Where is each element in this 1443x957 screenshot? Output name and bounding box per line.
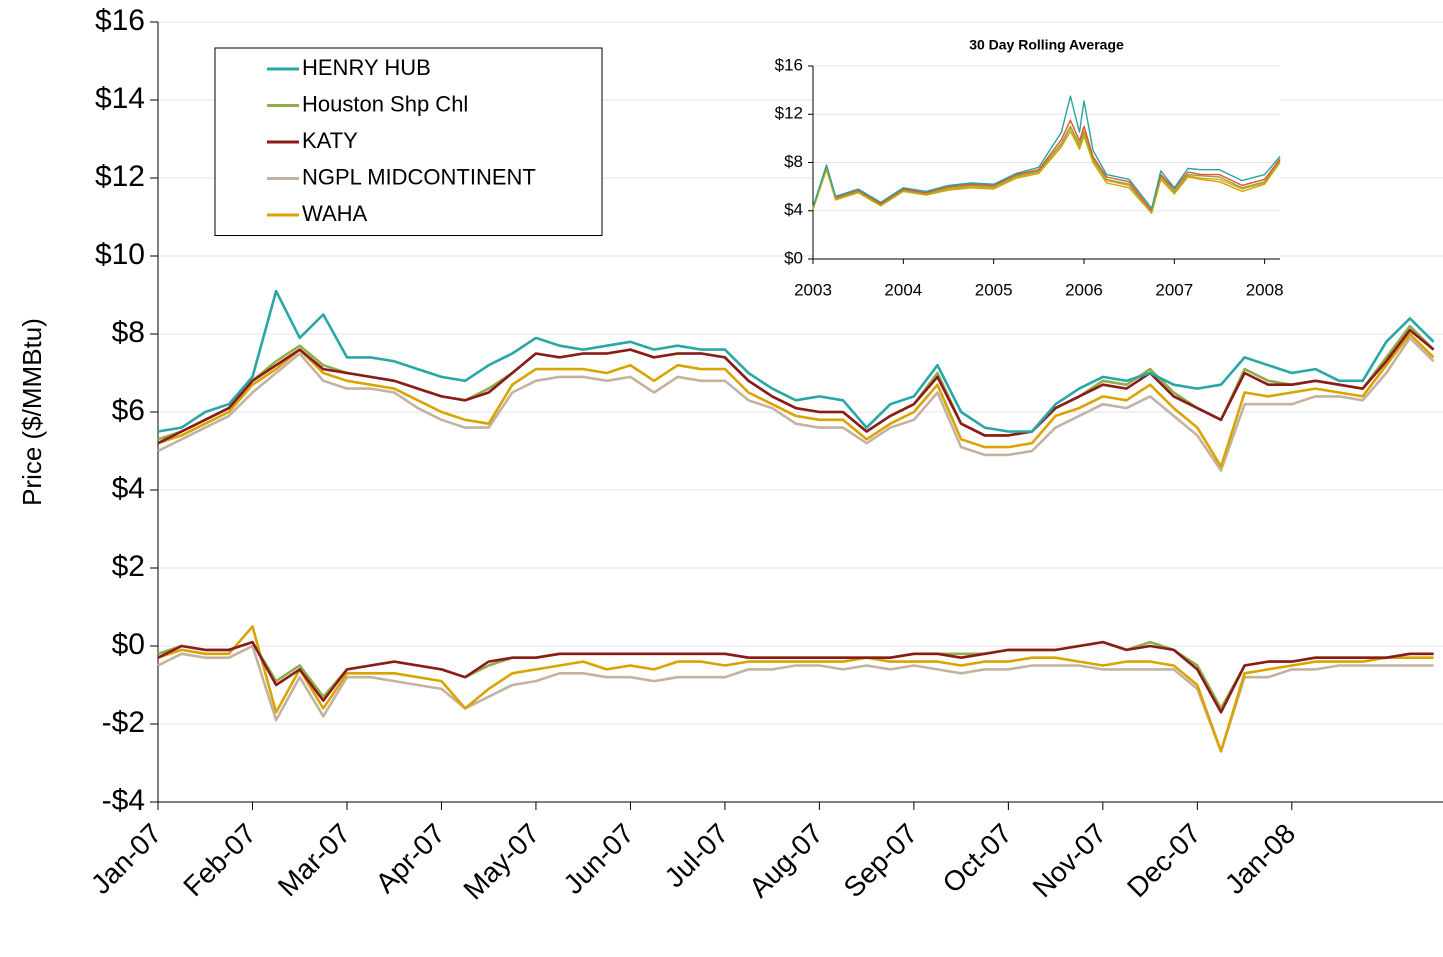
y-tick-label: $6: [112, 394, 145, 427]
series-line: [812, 130, 1281, 214]
series-line: [157, 289, 1435, 433]
y-axis-label: Price ($/MMBtu): [17, 318, 47, 506]
y-tick-label: $2: [112, 550, 145, 583]
y-tick-label: -$2: [102, 706, 145, 739]
series-line: [157, 640, 1434, 714]
y-tick-label: -$4: [102, 784, 145, 817]
x-tick-label: Apr-07: [370, 818, 451, 899]
series-line: [157, 332, 1435, 468]
series-line: [812, 95, 1281, 209]
chart-title: 30 Day Rolling Average: [969, 37, 1124, 53]
x-tick-label: Jan-07: [85, 818, 167, 900]
series-line: [812, 125, 1281, 213]
x-tick-label: 2006: [1065, 280, 1103, 299]
legend-label: WAHA: [302, 201, 368, 226]
x-tick-label: Aug-07: [743, 818, 829, 904]
x-tick-label: Mar-07: [272, 818, 357, 903]
y-tick-label: $0: [784, 248, 803, 267]
y-tick-label: $8: [112, 316, 145, 349]
x-tick-label: Jan-08: [1219, 818, 1301, 900]
x-tick-label: Oct-07: [936, 818, 1017, 899]
series-line: [812, 119, 1281, 212]
x-tick-label: 2005: [975, 280, 1013, 299]
legend-label: NGPL MIDCONTINENT: [302, 164, 536, 189]
series-line: [157, 625, 1434, 753]
x-tick-label: Sep-07: [838, 818, 924, 904]
y-tick-label: $14: [95, 82, 145, 115]
series-line: [157, 336, 1435, 472]
y-tick-label: $4: [112, 472, 145, 505]
x-tick-label: 2004: [884, 280, 922, 299]
y-tick-label: $4: [784, 200, 803, 219]
x-tick-label: Dec-07: [1121, 818, 1207, 904]
x-tick-label: Nov-07: [1027, 818, 1113, 904]
x-tick-label: 2007: [1155, 280, 1193, 299]
y-tick-label: $12: [95, 160, 145, 193]
chart-panel: 30 Day Rolling Average $0 $4 $8 $12 $16 2003 20…: [775, 37, 1284, 300]
y-tick-label: $16: [775, 55, 803, 74]
y-tick-label: $16: [95, 4, 145, 37]
x-tick-label: May-07: [457, 818, 545, 906]
x-tick-label: Feb-07: [177, 818, 262, 903]
y-tick-label: $12: [775, 104, 803, 123]
series-line: [157, 640, 1434, 710]
y-tick-label: $8: [784, 152, 803, 171]
legend-label: HENRY HUB: [302, 55, 431, 80]
x-tick-label: 2008: [1246, 280, 1284, 299]
legend-label: Houston Shp Chl: [302, 91, 468, 116]
y-tick-label: $10: [95, 238, 145, 271]
x-tick-label: Jun-07: [557, 818, 639, 900]
series-line: [157, 328, 1435, 445]
y-tick-label: $0: [112, 628, 145, 661]
legend-label: KATY: [302, 128, 358, 153]
x-tick-label: Jul-07: [659, 818, 735, 894]
x-tick-label: 2003: [794, 280, 832, 299]
